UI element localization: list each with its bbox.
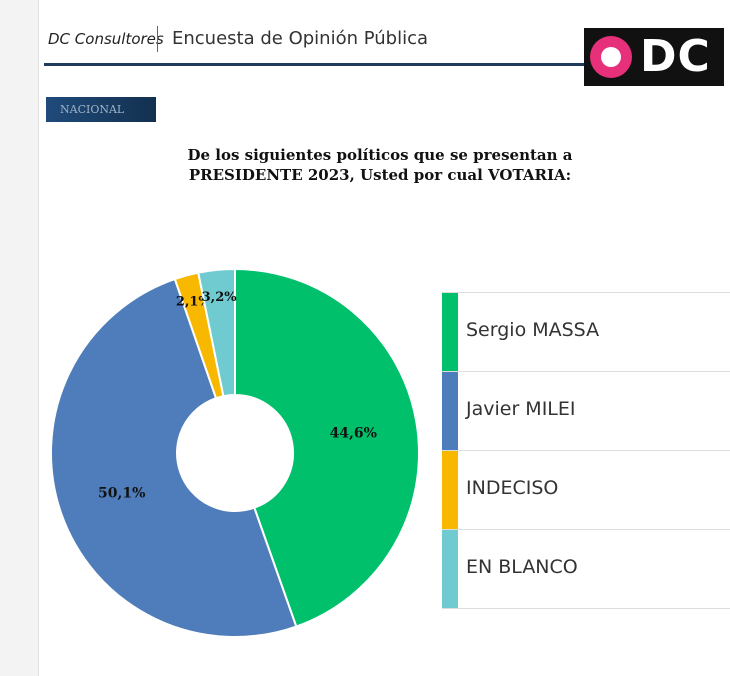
survey-title: Encuesta de Opinión Pública — [172, 28, 429, 49]
legend-swatch — [442, 293, 458, 371]
chart-title-line-1: De los siguientes políticos que se prese… — [187, 146, 573, 164]
data-label-3: 3,2% — [202, 290, 238, 305]
chart-title-line-2: PRESIDENTE 2023, Usted por cual VOTARIA: — [188, 166, 572, 184]
legend-item-massa: Sergio MASSA — [442, 292, 730, 371]
donut-slice-3 — [197, 267, 236, 398]
legend-item-milei: Javier MILEI — [442, 371, 730, 450]
legend-swatch — [442, 372, 458, 450]
chart-title: De los siguientes políticos que se prese… — [130, 145, 630, 185]
nacional-badge: NACIONAL — [46, 97, 156, 122]
left-margin-strip — [0, 0, 39, 676]
logo-o-ring — [590, 36, 632, 78]
header-rule — [44, 63, 604, 66]
legend-label: INDECISO — [466, 477, 559, 499]
legend-label: Sergio MASSA — [466, 319, 600, 341]
legend-swatch — [442, 530, 458, 608]
legend-item-en-blanco: EN BLANCO — [442, 529, 730, 609]
logo-text: DC — [640, 31, 711, 82]
legend: Sergio MASSA Javier MILEI INDECISO EN BL… — [442, 292, 730, 609]
data-label-0: 44,6% — [330, 426, 377, 442]
data-label-1: 50,1% — [98, 486, 145, 502]
odc-logo: DC — [584, 28, 724, 86]
legend-swatch — [442, 451, 458, 529]
donut-slice-0 — [234, 267, 420, 628]
header-separator — [157, 26, 158, 52]
company-name: DC Consultores — [48, 30, 164, 48]
legend-label: EN BLANCO — [466, 556, 578, 578]
legend-label: Javier MILEI — [466, 398, 576, 420]
legend-item-indeciso: INDECISO — [442, 450, 730, 529]
donut-slice-1 — [50, 277, 298, 638]
